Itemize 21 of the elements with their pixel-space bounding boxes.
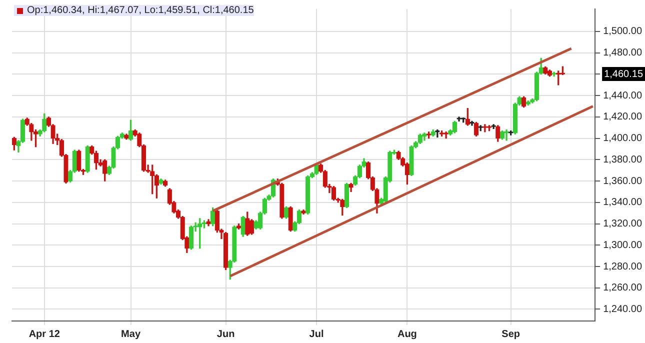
y-tick-label: 1,340.00 <box>603 197 642 208</box>
text: 1,460.15 <box>604 68 644 80</box>
y-tick-label: 1,380.00 <box>603 154 642 166</box>
y-tick-label: 1,300.00 <box>603 240 642 251</box>
y-tick-label: 1,280.00 <box>603 261 642 272</box>
y-tick-label: 1,420.00 <box>603 112 642 123</box>
y-tick-label: 1,500.00 <box>603 26 642 38</box>
x-tick-label: May <box>121 328 141 340</box>
y-tick-label: 1,440.00 <box>603 90 642 102</box>
y-tick-label: 1,400.00 <box>603 133 642 144</box>
y-tick-label: 1,320.00 <box>603 218 642 230</box>
x-tick-label: Jun <box>216 328 235 340</box>
x-tick-label: Sep <box>502 328 520 340</box>
y-tick-label: 1,260.00 <box>603 282 642 294</box>
x-tick-label: Jul <box>309 328 324 340</box>
x-tick-label: Apr 12 <box>28 328 60 340</box>
y-tick-label: 1,480.00 <box>603 48 642 59</box>
chart-title: Op:1,460.34, Hi:1,467.07, Lo:1,459.51, Cl:1,460.15 <box>27 5 254 16</box>
y-tick-label: 1,240.00 <box>603 304 642 315</box>
x-tick-label: Aug <box>397 328 417 340</box>
y-tick-label: 1,360.00 <box>603 176 642 187</box>
